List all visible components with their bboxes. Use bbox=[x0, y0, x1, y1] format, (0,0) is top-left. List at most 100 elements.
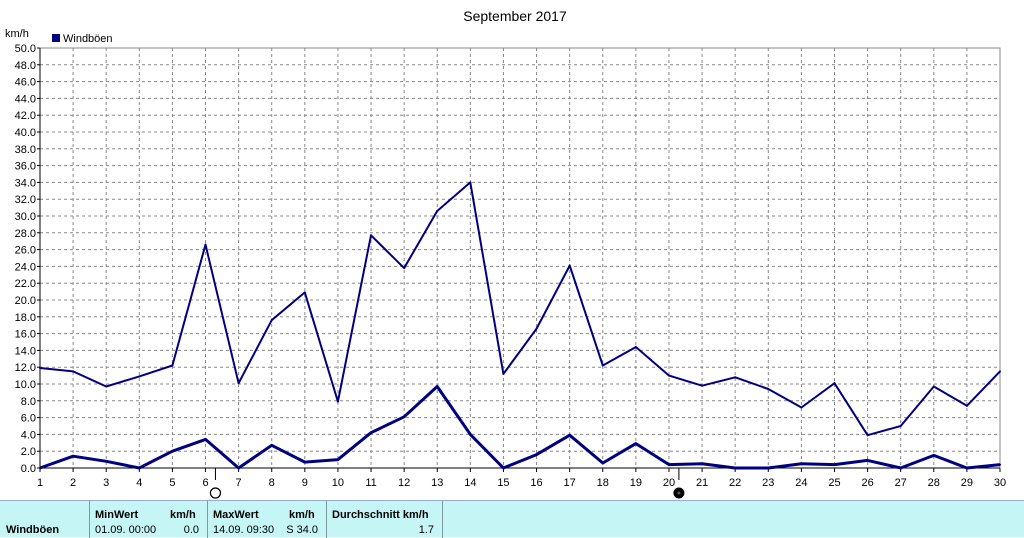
min-header: MinWert bbox=[95, 509, 139, 521]
plot-frame bbox=[39, 47, 1001, 469]
x-tick-label: 25 bbox=[828, 477, 840, 489]
y-tick-label: 12.0 bbox=[15, 362, 36, 374]
series-1-point bbox=[833, 382, 836, 385]
stats-table: Windböen MinWert km/h 01.09. 00:00 0.0 M… bbox=[0, 500, 1024, 538]
legend-swatch bbox=[52, 34, 60, 42]
x-tick-label: 19 bbox=[630, 477, 642, 489]
y-tick-label: 22.0 bbox=[15, 278, 36, 290]
x-tick-label: 22 bbox=[729, 477, 741, 489]
y-tick-label: 44.0 bbox=[15, 93, 36, 105]
x-tick-label: 20 bbox=[663, 477, 675, 489]
y-tick-label: 20.0 bbox=[15, 295, 36, 307]
series-2-point bbox=[502, 467, 505, 469]
series-2-point bbox=[403, 415, 406, 418]
series-2-point bbox=[436, 385, 439, 388]
y-tick-label: 28.0 bbox=[15, 228, 36, 240]
y-tick-label: 4.0 bbox=[21, 429, 36, 441]
chart: September 2017 km/h Windböen 0.0 2.0 4.0 6.… bbox=[5, 8, 1006, 499]
y-tick-label: 6.0 bbox=[21, 413, 36, 425]
series-2-point bbox=[866, 459, 869, 462]
series-1-point bbox=[634, 346, 637, 349]
y-tick-label: 26.0 bbox=[15, 245, 36, 257]
series-1-point bbox=[899, 425, 902, 427]
x-tick-label: 13 bbox=[431, 477, 443, 489]
series-2-point bbox=[601, 461, 604, 464]
series-2-point bbox=[965, 467, 968, 469]
x-tick-label: 1 bbox=[37, 477, 43, 489]
series-1-point bbox=[39, 367, 41, 370]
series-2-point bbox=[72, 455, 75, 458]
series-2-point bbox=[701, 462, 704, 465]
series-1-point bbox=[138, 375, 141, 378]
series-1-point bbox=[667, 374, 670, 377]
y-tick-label: 2.0 bbox=[21, 446, 36, 458]
series-1-point bbox=[469, 181, 472, 184]
min-cell: MinWert km/h 01.09. 00:00 0.0 bbox=[89, 501, 207, 538]
series-1-point bbox=[734, 376, 737, 379]
x-tick-label: 5 bbox=[169, 477, 175, 489]
x-tick-label: 29 bbox=[961, 477, 973, 489]
series-1-point bbox=[701, 384, 704, 387]
series-2-point bbox=[171, 450, 174, 453]
series-1-point bbox=[204, 243, 207, 246]
legend-label: Windböen bbox=[63, 33, 113, 45]
avg-cell: Durchschnitt km/h 1.7 bbox=[326, 501, 443, 538]
series-1-point bbox=[303, 291, 306, 294]
series-2-point bbox=[303, 461, 306, 464]
series-2-point bbox=[469, 433, 472, 436]
x-tick-label: 10 bbox=[332, 477, 344, 489]
x-tick-label: 14 bbox=[464, 477, 476, 489]
y-tick-label: 16.0 bbox=[15, 329, 36, 341]
y-tick-label: 18.0 bbox=[15, 312, 36, 324]
chart-title: September 2017 bbox=[463, 8, 567, 24]
x-tick-label: 21 bbox=[696, 477, 708, 489]
x-tick-labels: 1 2 3 4 5 6 7 8 9 10 11 12 13 14 15 16 17 18 19 20 21 22 23 24 2… bbox=[37, 468, 1006, 489]
x-tick-label: 17 bbox=[564, 477, 576, 489]
x-tick-label: 24 bbox=[795, 477, 807, 489]
series-1-point bbox=[370, 234, 373, 237]
series-1-point bbox=[932, 385, 935, 388]
y-tick-labels: 0.0 2.0 4.0 6.0 8.0 10.0 12.0 14.0 16.0 18.0 20.0 2… bbox=[15, 43, 40, 475]
series-1-point bbox=[999, 370, 1001, 373]
series-line-1 bbox=[39, 181, 1001, 437]
x-tick-label: 23 bbox=[762, 477, 774, 489]
x-tick-label: 26 bbox=[861, 477, 873, 489]
series-2-point bbox=[899, 467, 902, 469]
series-2-point bbox=[535, 453, 538, 456]
series-2-point bbox=[800, 462, 803, 465]
stats-row-label: Windböen bbox=[6, 524, 60, 536]
x-tick-label: 6 bbox=[202, 477, 208, 489]
series-1-point bbox=[436, 209, 439, 212]
series-line-2 bbox=[39, 385, 1001, 470]
series-1-point bbox=[965, 404, 968, 407]
y-tick-label: 34.0 bbox=[15, 177, 36, 189]
y-tick-label: 10.0 bbox=[15, 379, 36, 391]
x-tick-label: 15 bbox=[497, 477, 509, 489]
series-1-point bbox=[800, 406, 803, 409]
x-tick-label: 9 bbox=[302, 477, 308, 489]
series-1-point bbox=[105, 385, 108, 388]
max-cell: MaxWert km/h 14.09. 09:30 S 34.0 bbox=[207, 501, 326, 538]
min-value: 0.0 bbox=[183, 524, 199, 536]
series-2-point bbox=[999, 463, 1001, 466]
max-unit: km/h bbox=[289, 509, 315, 521]
max-header: MaxWert bbox=[213, 509, 259, 521]
x-tick-label: 18 bbox=[597, 477, 609, 489]
y-tick-label: 42.0 bbox=[15, 110, 36, 122]
series-2-point bbox=[568, 434, 571, 437]
series-1-point bbox=[270, 319, 273, 322]
series-1-point bbox=[171, 364, 174, 367]
series-2-point bbox=[634, 442, 637, 445]
series-1-point bbox=[866, 434, 869, 437]
x-tick-label: 2 bbox=[70, 477, 76, 489]
series-2-point bbox=[734, 467, 737, 469]
x-tick-label: 28 bbox=[928, 477, 940, 489]
series-2-point bbox=[667, 463, 670, 466]
y-tick-label: 30.0 bbox=[15, 211, 36, 223]
y-tick-label: 48.0 bbox=[15, 60, 36, 72]
x-tick-label: 11 bbox=[365, 477, 376, 489]
y-tick-label: 0.0 bbox=[21, 463, 36, 475]
grid bbox=[40, 48, 1000, 468]
x-tick-label: 30 bbox=[994, 477, 1006, 489]
y-tick-label: 40.0 bbox=[15, 127, 36, 139]
